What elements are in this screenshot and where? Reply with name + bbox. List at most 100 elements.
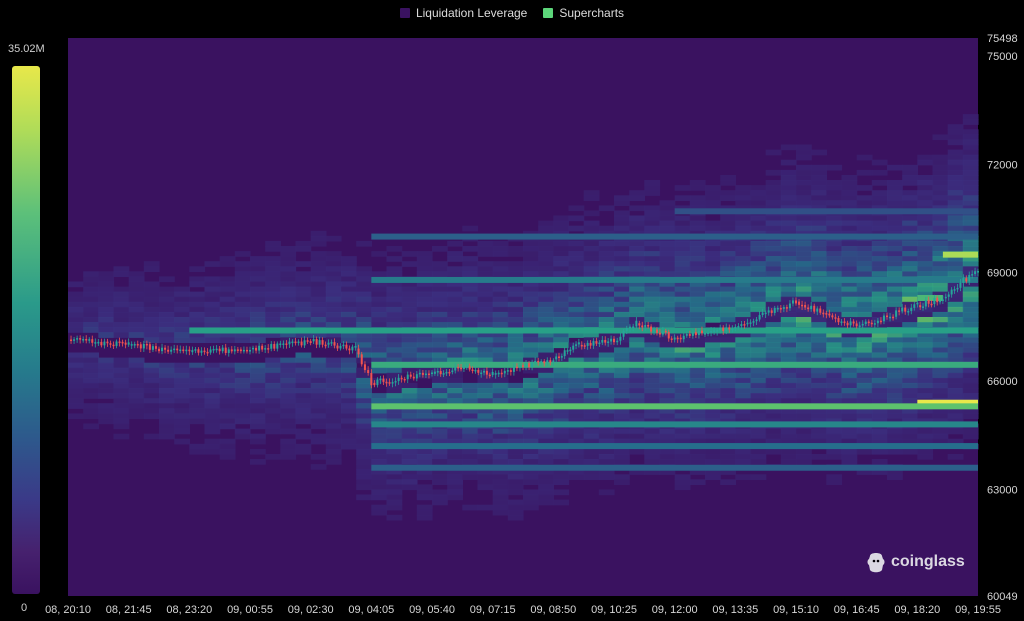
candle-body bbox=[725, 327, 728, 331]
heat-cell bbox=[871, 246, 888, 252]
heat-cell bbox=[947, 195, 964, 201]
heat-cell bbox=[720, 220, 736, 227]
heat-cell bbox=[780, 459, 797, 465]
heat-cell bbox=[462, 393, 479, 399]
heat-cell bbox=[583, 266, 600, 272]
heat-cell bbox=[401, 484, 418, 491]
heat-cell bbox=[765, 372, 782, 379]
heat-cell bbox=[811, 271, 827, 277]
heat-cell bbox=[962, 413, 979, 420]
heat-cell bbox=[629, 332, 645, 338]
heat-cell bbox=[780, 377, 797, 384]
x-tick-label-8: 09, 08:50 bbox=[530, 604, 576, 616]
heat-cell bbox=[644, 180, 661, 186]
candle-body bbox=[694, 332, 697, 336]
heat-cell bbox=[735, 418, 752, 425]
heat-cell bbox=[295, 246, 312, 252]
candle-body bbox=[151, 346, 154, 350]
heat-cell bbox=[780, 175, 797, 181]
heat-cell bbox=[947, 134, 964, 141]
heat-cell bbox=[143, 413, 160, 420]
heat-cell bbox=[735, 413, 752, 420]
heat-cell bbox=[295, 362, 312, 369]
heat-cell bbox=[917, 154, 934, 161]
candle-body bbox=[315, 339, 318, 345]
heat-cell bbox=[659, 261, 676, 267]
heat-cell bbox=[98, 296, 115, 303]
heat-cell bbox=[83, 357, 99, 364]
heat-cell bbox=[280, 454, 297, 460]
heat-cell bbox=[310, 362, 327, 369]
heat-cell bbox=[462, 347, 479, 354]
heat-cell bbox=[765, 286, 782, 293]
heat-cell bbox=[720, 408, 736, 414]
chart-legend: Liquidation Leverage Supercharts bbox=[0, 6, 1024, 20]
heat-cell bbox=[447, 322, 463, 328]
heat-cell bbox=[689, 372, 706, 379]
heat-cell bbox=[962, 144, 979, 151]
heat-cell bbox=[310, 438, 327, 445]
heat-cell bbox=[750, 306, 767, 313]
heat-cell bbox=[735, 256, 752, 262]
heat-cell bbox=[401, 388, 418, 394]
heat-cell bbox=[128, 276, 145, 283]
heat-cell bbox=[614, 240, 630, 247]
heat-cell bbox=[492, 433, 509, 440]
heat-cell bbox=[310, 408, 327, 414]
heat-cell bbox=[401, 286, 418, 293]
candle-body bbox=[209, 349, 212, 353]
heat-cell bbox=[310, 377, 327, 384]
heat-cell bbox=[371, 251, 388, 257]
heat-cell bbox=[538, 220, 554, 227]
heat-cell bbox=[98, 382, 115, 389]
candle-body bbox=[950, 289, 953, 295]
candle-body bbox=[944, 296, 947, 299]
legend-label-1: Supercharts bbox=[559, 6, 625, 20]
heat-cell bbox=[174, 418, 190, 425]
heat-cell bbox=[887, 281, 903, 288]
heat-cell bbox=[189, 448, 206, 455]
heat-cell bbox=[659, 393, 676, 399]
heat-cell bbox=[159, 317, 175, 323]
heat-cell bbox=[932, 169, 949, 176]
legend-item-1[interactable]: Supercharts bbox=[543, 6, 624, 20]
heat-cell bbox=[538, 388, 554, 394]
heat-cell bbox=[871, 251, 888, 257]
heat-cell bbox=[811, 246, 827, 252]
heat-cell bbox=[796, 195, 812, 201]
heat-cell bbox=[614, 337, 630, 343]
heat-cell bbox=[265, 266, 281, 272]
heat-cell bbox=[432, 408, 448, 414]
heat-cell bbox=[720, 251, 736, 257]
heat-cell bbox=[159, 403, 175, 409]
heat-cell bbox=[401, 408, 418, 414]
heat-cell bbox=[204, 322, 221, 328]
heat-cell bbox=[553, 448, 570, 455]
heat-cell bbox=[523, 489, 539, 496]
candle-body bbox=[488, 374, 491, 377]
heat-cell bbox=[826, 256, 843, 262]
heat-cell bbox=[841, 286, 858, 293]
heat-cell bbox=[644, 256, 661, 262]
heat-cell bbox=[780, 220, 797, 227]
heat-cell bbox=[902, 398, 918, 404]
heat-cell bbox=[280, 256, 297, 262]
heat-cell bbox=[780, 418, 797, 425]
candle-body bbox=[644, 324, 647, 328]
heat-cell bbox=[159, 301, 175, 308]
heat-cell bbox=[841, 246, 858, 252]
heat-cell bbox=[310, 454, 327, 460]
heat-cell bbox=[841, 372, 858, 379]
heat-cell bbox=[325, 413, 342, 420]
heat-cell bbox=[538, 271, 554, 277]
heat-cell bbox=[871, 220, 888, 227]
heat-cell bbox=[553, 271, 570, 277]
heat-cell bbox=[826, 352, 843, 359]
heat-cell bbox=[83, 311, 99, 318]
heat-cell bbox=[902, 240, 918, 247]
heat-cell bbox=[371, 291, 388, 298]
heat-cell bbox=[644, 357, 661, 364]
legend-item-0[interactable]: Liquidation Leverage bbox=[399, 6, 527, 20]
candle-body bbox=[971, 274, 974, 276]
